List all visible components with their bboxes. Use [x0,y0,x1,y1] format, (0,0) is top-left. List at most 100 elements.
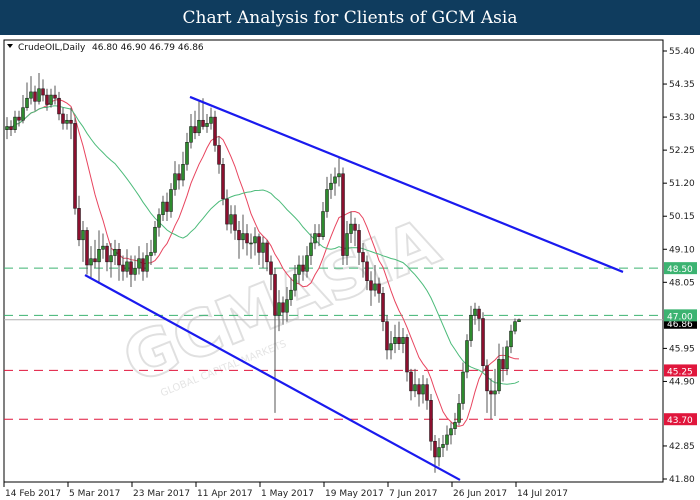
candle [273,268,277,413]
candle [497,343,501,395]
candle-body [173,173,177,190]
candle [229,205,233,234]
candle [397,321,401,350]
x-tick-label: 14 Feb 2017 [5,489,61,499]
moving-average-fast [6,98,520,427]
candle-body [381,293,385,322]
candle [289,277,293,306]
candle [185,132,189,171]
candle [233,205,237,240]
candle-body [357,230,361,253]
candle-body [397,337,401,344]
candle [365,255,369,291]
x-tick-label: 11 Apr 2017 [197,489,253,499]
candle [241,214,245,250]
y-tick-label: 48.05 [669,278,695,288]
candle [377,277,381,303]
candle-body [97,249,101,263]
candle-body [21,107,25,121]
candle-body [165,201,169,212]
x-tick-label: 14 Jul 2017 [517,489,568,499]
candle [373,265,377,297]
candle-body [281,302,285,313]
candle [173,161,177,196]
candle [93,239,97,269]
y-tick-label: 54.35 [669,80,695,90]
y-tick-label: 41.80 [669,475,695,485]
candle [441,434,445,457]
candle [445,425,449,451]
candle [17,110,21,127]
candle-body [133,267,137,275]
candle-body [49,94,53,105]
candle [493,368,497,417]
candle [137,246,141,275]
candle [473,302,477,325]
candle [193,110,197,140]
candle-body [17,116,21,121]
candle [265,239,269,272]
candle-body [25,97,29,108]
candle-body [425,384,429,401]
candle-body [181,164,185,181]
y-tick-label: 55.40 [669,47,695,57]
candle [309,233,313,265]
candle [201,98,205,130]
candle [505,340,509,376]
candle [153,220,157,256]
candle-body [241,233,245,241]
candle-body [341,173,345,256]
level-tag [664,262,697,275]
candle-body [205,123,209,127]
candle [161,195,165,221]
candle-body [249,242,253,245]
y-tick-label: 42.85 [669,442,695,452]
candle-body [225,198,229,225]
level-tag-label: 45.25 [667,367,693,377]
candle [197,101,201,136]
candle-body [309,242,313,256]
candle-body [85,230,89,266]
candle-body [137,258,141,269]
candle [213,110,217,152]
candle [485,359,489,413]
candle-body [209,116,213,124]
candle [177,164,181,190]
x-tick-label: 7 Jun 2017 [389,489,437,499]
candle [181,151,185,187]
candle [89,246,93,278]
candle [325,176,329,218]
candle-body [53,94,57,99]
x-tick-label: 5 Mar 2017 [69,489,120,499]
candle-body [149,252,153,256]
candle [69,107,73,140]
candle-body [373,283,377,291]
candle [217,135,221,174]
candle-body [301,264,305,272]
candle-body [401,337,405,344]
candle-body [177,173,181,181]
candle [249,233,253,259]
candle [297,255,301,284]
candle [133,255,137,281]
candle [453,412,457,435]
candle [477,305,481,332]
candle [401,327,405,354]
candle [25,82,29,111]
candle [481,312,485,372]
candle [225,189,229,231]
trendline-upper-channel [189,95,624,273]
candle-body [101,245,105,250]
candle [313,224,317,250]
candle [357,224,361,265]
candle [489,378,493,420]
candle-body [269,261,273,275]
candle [113,239,117,265]
candle [169,183,173,218]
candle-body [189,126,193,143]
chart-title: Chart Analysis for Clients of GCM Asia [0,0,700,35]
dropdown-triangle-icon[interactable] [7,44,13,48]
candle [349,211,353,243]
candle [77,195,81,247]
candle-body [57,97,61,115]
